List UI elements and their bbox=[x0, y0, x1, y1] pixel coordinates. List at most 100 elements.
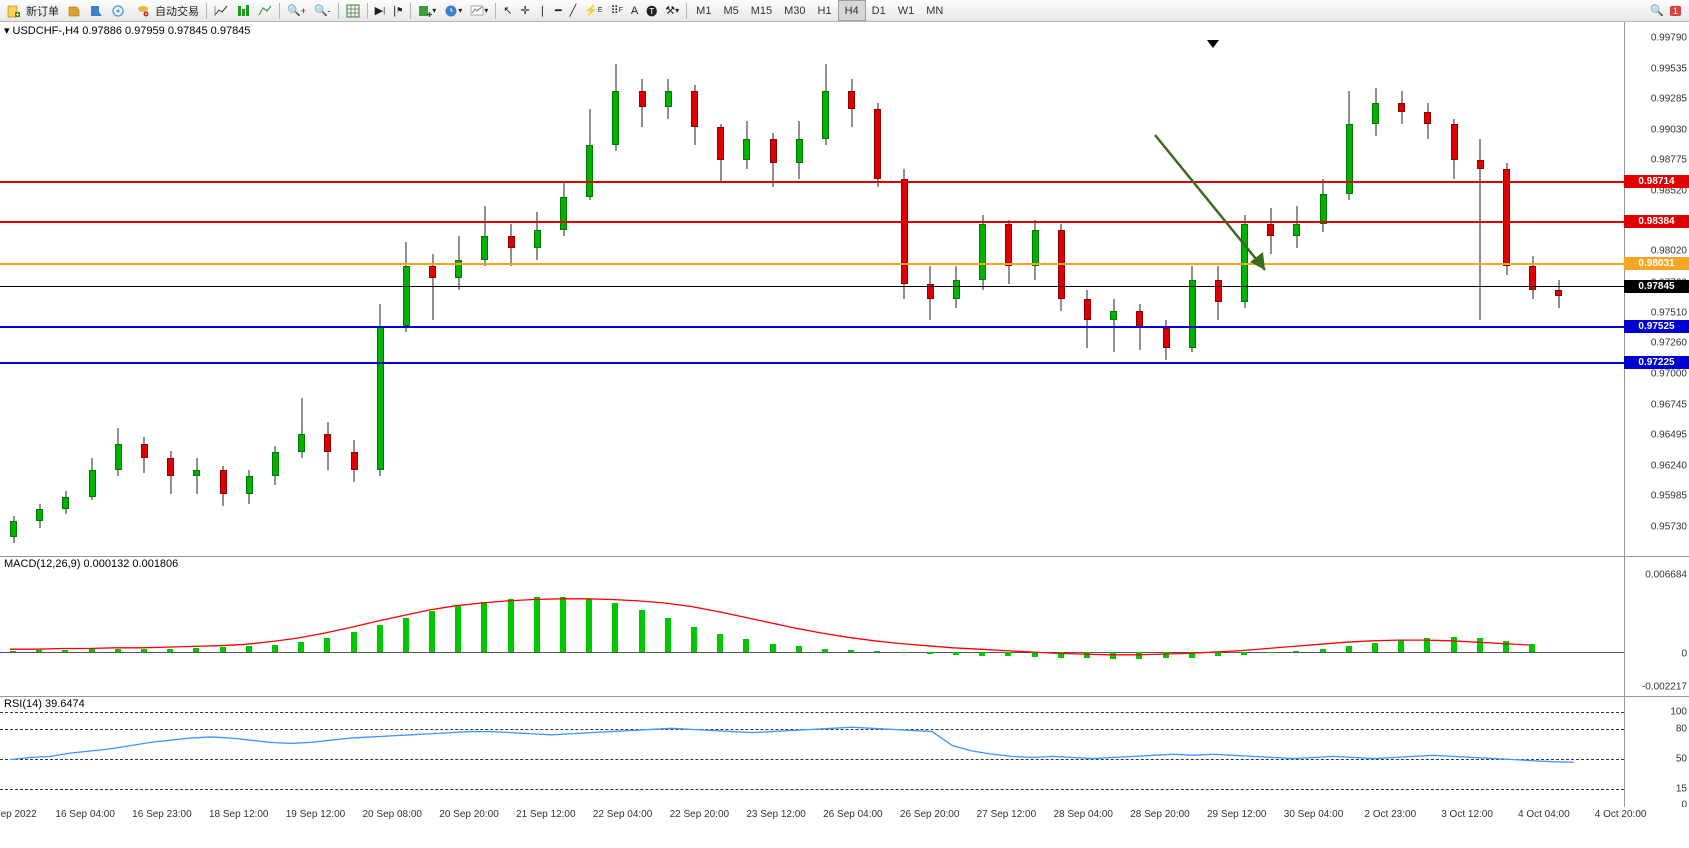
fib-icon[interactable]: ⚡ E bbox=[580, 0, 606, 21]
scroll-right-icon[interactable]: ▶ | bbox=[371, 0, 390, 21]
main-toolbar: 新订单 自动交易 🔍 + 🔍 - ▶ | | ⚑ ▾ ▾ ▾ ↖ ✛ ❘ ━ ╱ ⚡ E bbox=[0, 0, 1689, 22]
date-axis-label: 18 Sep 12:00 bbox=[209, 809, 269, 820]
date-axis-label: 2 Oct 23:00 bbox=[1364, 809, 1416, 820]
resistance-line-1[interactable] bbox=[0, 181, 1624, 183]
date-axis-label: 23 Sep 12:00 bbox=[746, 809, 806, 820]
dotted-icon[interactable]: ⠿ F bbox=[607, 0, 627, 21]
trendline-icon[interactable]: ╱ bbox=[566, 0, 581, 21]
macd-panel[interactable]: MACD(12,26,9) 0.000132 0.001806 0.006684… bbox=[0, 557, 1689, 697]
zoom-in-icon[interactable]: 🔍 + bbox=[283, 0, 310, 21]
add-indicator-icon[interactable]: ▾ bbox=[414, 0, 440, 21]
date-axis-label: 20 Sep 08:00 bbox=[363, 809, 423, 820]
new-order-icon bbox=[6, 3, 22, 19]
date-axis-label: 30 Sep 04:00 bbox=[1284, 809, 1344, 820]
chart-collapse-icon[interactable]: ▾ bbox=[4, 24, 10, 37]
price-axis-tick: 0.99535 bbox=[1651, 63, 1687, 74]
terminal-icon[interactable] bbox=[85, 0, 107, 21]
zoom-out-icon[interactable]: 🔍 - bbox=[310, 0, 335, 21]
date-axis-label: 26 Sep 04:00 bbox=[823, 809, 883, 820]
support-line-2[interactable] bbox=[0, 362, 1624, 364]
bar-chart-icon[interactable] bbox=[232, 0, 254, 21]
rsi-axis[interactable]: 100 80 50 15 0 bbox=[1624, 697, 1689, 807]
new-order-button[interactable]: 新订单 bbox=[0, 0, 63, 21]
vline-icon[interactable]: ❘ bbox=[534, 0, 551, 21]
tf-h4[interactable]: H4 bbox=[838, 0, 866, 21]
clock-icon[interactable]: ▾ bbox=[440, 0, 466, 21]
history-icon[interactable] bbox=[63, 0, 85, 21]
date-axis-label: 16 Sep 04:00 bbox=[55, 809, 115, 820]
resistance-line-1-label: 0.98714 bbox=[1624, 175, 1689, 188]
macd-axis[interactable]: 0.006684 0 -0.002217 bbox=[1624, 557, 1689, 696]
price-axis-tick: 0.98775 bbox=[1651, 155, 1687, 166]
date-axis-label: 15 Sep 2022 bbox=[0, 809, 37, 820]
notification-icon[interactable]: 1 bbox=[1670, 6, 1681, 16]
tf-h1[interactable]: H1 bbox=[812, 0, 838, 21]
crosshair-icon[interactable]: ✛ bbox=[517, 0, 534, 21]
date-axis[interactable]: 15 Sep 2022 16 Sep 04:00 16 Sep 23:00 18 Se… bbox=[0, 807, 1689, 825]
date-axis-label: 28 Sep 04:00 bbox=[1053, 809, 1113, 820]
support-line-1[interactable] bbox=[0, 326, 1624, 328]
date-axis-label: 3 Oct 12:00 bbox=[1441, 809, 1493, 820]
support-line-2-label: 0.97225 bbox=[1624, 356, 1689, 369]
macd-signal-line bbox=[0, 557, 1624, 697]
date-axis-label: 4 Oct 20:00 bbox=[1595, 809, 1647, 820]
tf-m30[interactable]: M30 bbox=[778, 0, 811, 21]
date-axis-label: 22 Sep 04:00 bbox=[593, 809, 653, 820]
new-order-label: 新订单 bbox=[26, 3, 59, 19]
symbol-info-label: USDCHF-,H4 0.97886 0.97959 0.97845 0.978… bbox=[13, 25, 251, 37]
candle-chart-icon[interactable] bbox=[254, 0, 276, 21]
autotrading-icon bbox=[135, 3, 151, 19]
price-chart[interactable]: ▾ USDCHF-,H4 0.97886 0.97959 0.97845 0.9… bbox=[0, 22, 1689, 557]
price-axis-tick: 0.95985 bbox=[1651, 491, 1687, 502]
rsi-line bbox=[0, 697, 1624, 807]
autotrading-label: 自动交易 bbox=[155, 3, 199, 19]
pivot-line-orange-label: 0.98031 bbox=[1624, 257, 1689, 270]
date-axis-label: 4 Oct 04:00 bbox=[1518, 809, 1570, 820]
cursor-icon[interactable]: ↖ bbox=[499, 0, 516, 21]
price-axis-tick: 0.97510 bbox=[1651, 307, 1687, 318]
date-axis-label: 19 Sep 12:00 bbox=[286, 809, 346, 820]
date-axis-label: 20 Sep 20:00 bbox=[439, 809, 499, 820]
rsi-area bbox=[0, 697, 1624, 807]
date-axis-label: 27 Sep 12:00 bbox=[977, 809, 1037, 820]
tf-mn[interactable]: MN bbox=[920, 0, 949, 21]
date-axis-label: 29 Sep 12:00 bbox=[1207, 809, 1267, 820]
resistance-line-2[interactable] bbox=[0, 221, 1624, 223]
text-box-icon[interactable]: 🅣 bbox=[642, 0, 661, 21]
connection-icon[interactable] bbox=[107, 0, 129, 21]
price-axis-tick: 0.98020 bbox=[1651, 246, 1687, 257]
date-axis-label: 21 Sep 12:00 bbox=[516, 809, 576, 820]
chart-top-marker[interactable] bbox=[1207, 40, 1219, 48]
hline-icon[interactable]: ━ bbox=[551, 0, 566, 21]
current-price-line-label: 0.97845 bbox=[1624, 280, 1689, 293]
price-axis-tick: 0.99030 bbox=[1651, 124, 1687, 135]
macd-title-label: MACD(12,26,9) 0.000132 0.001806 bbox=[4, 558, 178, 570]
price-axis-tick: 0.96495 bbox=[1651, 429, 1687, 440]
current-price-line[interactable] bbox=[0, 286, 1624, 287]
price-axis-tick: 0.97000 bbox=[1651, 369, 1687, 380]
price-axis-tick: 0.99790 bbox=[1651, 33, 1687, 44]
date-axis-label: 26 Sep 20:00 bbox=[900, 809, 960, 820]
candlestick-series[interactable] bbox=[0, 22, 1624, 556]
date-axis-label: 16 Sep 23:00 bbox=[132, 809, 192, 820]
line-chart-icon[interactable] bbox=[210, 0, 232, 21]
autotrading-button[interactable]: 自动交易 bbox=[129, 0, 203, 21]
search-icon[interactable]: 🔍 bbox=[1650, 4, 1664, 17]
letter-a-icon[interactable]: A bbox=[627, 0, 642, 21]
price-axis-tick: 0.95730 bbox=[1651, 521, 1687, 532]
scroll-end-icon[interactable]: | ⚑ bbox=[389, 0, 407, 21]
object-list-icon[interactable]: ⚒ ▾ bbox=[661, 0, 683, 21]
resistance-line-2-label: 0.98384 bbox=[1624, 215, 1689, 228]
tf-m1[interactable]: M1 bbox=[690, 0, 717, 21]
trend-arrow-icon[interactable] bbox=[1150, 130, 1280, 280]
pivot-line-orange[interactable] bbox=[0, 263, 1624, 265]
tf-w1[interactable]: W1 bbox=[892, 0, 921, 21]
rsi-panel[interactable]: RSI(14) 39.6474 100 80 50 15 0 bbox=[0, 697, 1689, 807]
tf-m15[interactable]: M15 bbox=[745, 0, 778, 21]
price-axis-tick: 0.96745 bbox=[1651, 399, 1687, 410]
tf-m5[interactable]: M5 bbox=[717, 0, 744, 21]
grid-icon[interactable] bbox=[342, 0, 364, 21]
window-layout-icon[interactable]: ▾ bbox=[466, 0, 492, 21]
tf-d1[interactable]: D1 bbox=[866, 0, 892, 21]
date-axis-label: 22 Sep 20:00 bbox=[670, 809, 730, 820]
